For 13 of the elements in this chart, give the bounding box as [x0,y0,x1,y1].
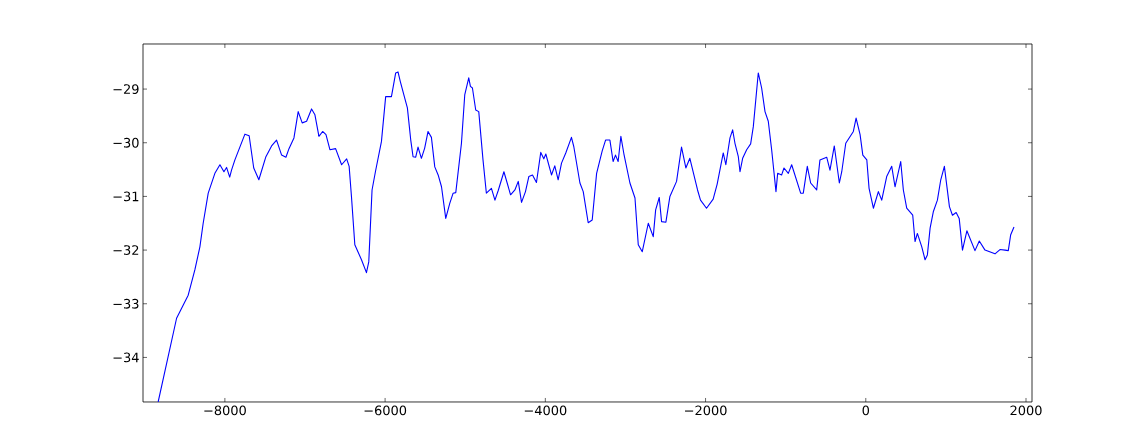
x-tick-label: 0 [862,405,870,416]
x-tick-label: −2000 [685,405,727,416]
y-tick-label: −32 [113,245,139,255]
y-tick-label: −34 [113,352,139,363]
y-tick-label: −29 [113,84,139,94]
x-tick-label: −4000 [524,405,567,416]
y-tick-label: −30 [113,137,139,148]
x-tick-label: −6000 [364,405,407,416]
y-tick-label: −31 [113,191,139,202]
x-tick-label: −8000 [204,405,246,416]
line-series [157,71,1015,402]
x-tick-label: 2000 [1010,405,1042,416]
y-tick-label: −33 [113,298,139,309]
